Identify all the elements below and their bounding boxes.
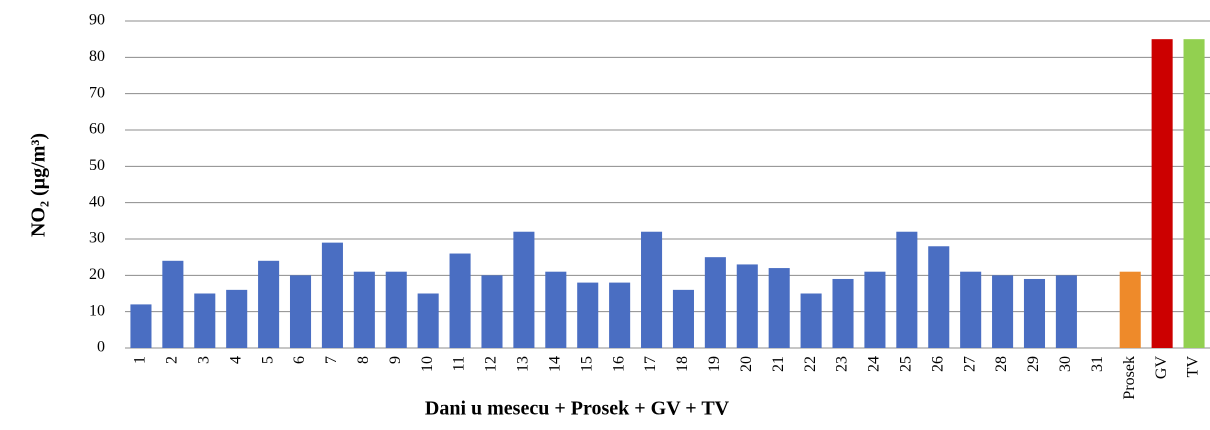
bar [289,275,312,348]
x-tick-label: GV [1153,356,1170,380]
bar [513,231,535,348]
x-tick-label: 19 [706,356,723,372]
bar [385,271,407,348]
bar [800,293,822,348]
bar [928,246,950,348]
x-tick-label: 23 [834,356,851,372]
x-tick-label: 4 [227,356,244,364]
y-tick-label: 50 [89,157,105,174]
x-tick-label: TV [1185,356,1202,378]
x-tick-label: 24 [866,356,883,372]
bar [162,260,184,348]
bar [641,231,663,348]
x-tick-label: 26 [929,356,946,372]
bar [545,271,567,348]
x-tick-label: 8 [355,356,372,364]
x-tick-label: 6 [291,356,308,364]
x-axis-title: Dani u mesecu + Prosek + GV + TV [425,398,730,420]
bar [736,264,758,348]
x-tick-label: 15 [578,356,595,372]
bar [609,282,631,348]
x-tick-label: 7 [323,356,340,364]
bar [992,275,1014,348]
bar [449,253,471,348]
bar [672,289,694,348]
x-tick-label: 29 [1025,356,1042,372]
y-tick-label: 90 [89,12,105,29]
bar [130,304,152,348]
bar [1151,39,1173,349]
bar [1055,275,1077,348]
x-tick-label: 27 [961,356,978,372]
y-tick-label: 10 [89,302,105,319]
x-tick-label: 25 [898,356,915,372]
x-tick-label: Prosek [1121,356,1138,400]
x-tick-label: 31 [1089,356,1106,372]
x-tick-label: 9 [387,356,404,364]
bar [194,293,216,348]
x-tick-label: 10 [419,356,436,372]
y-tick-label: 70 [89,84,105,101]
bar [577,282,599,348]
bar [1119,271,1141,348]
bar [1183,39,1205,349]
x-tick-label: 3 [195,356,212,364]
x-tick-label: 30 [1057,356,1074,372]
x-tick-label: 17 [642,356,659,372]
x-tick-label: 14 [546,356,563,372]
x-tick-label: 2 [164,356,181,364]
x-tick-label: 16 [610,356,627,372]
bar [258,260,280,348]
x-tick-label: 11 [451,356,468,371]
bar [864,271,886,348]
bar [896,231,918,348]
x-tick-label: 18 [674,356,691,372]
y-tick-label: 40 [89,193,105,210]
x-tick-label: 12 [483,356,500,372]
y-tick-label: 0 [97,339,105,356]
y-tick-label: 30 [89,230,105,247]
bar [960,271,982,348]
bar [704,257,726,348]
bar [417,293,439,348]
y-tick-label: 60 [89,121,105,138]
y-axis-title: NO₂ (µg/m³) [28,133,50,237]
x-tick-label: 20 [738,356,755,372]
x-tick-label: 22 [802,356,819,372]
bar [1023,278,1046,348]
bar [768,268,790,348]
y-tick-label: 20 [89,266,105,283]
x-tick-label: 28 [993,356,1010,372]
y-tick-label: 80 [89,48,105,65]
bar [832,278,854,348]
x-tick-label: 1 [132,356,149,364]
bar [353,271,375,348]
x-tick-label: 13 [515,356,532,372]
x-tick-label: 5 [259,356,276,364]
bar [481,275,503,348]
x-tick-label: 21 [770,356,787,372]
bar [321,242,343,348]
bar [226,289,248,348]
